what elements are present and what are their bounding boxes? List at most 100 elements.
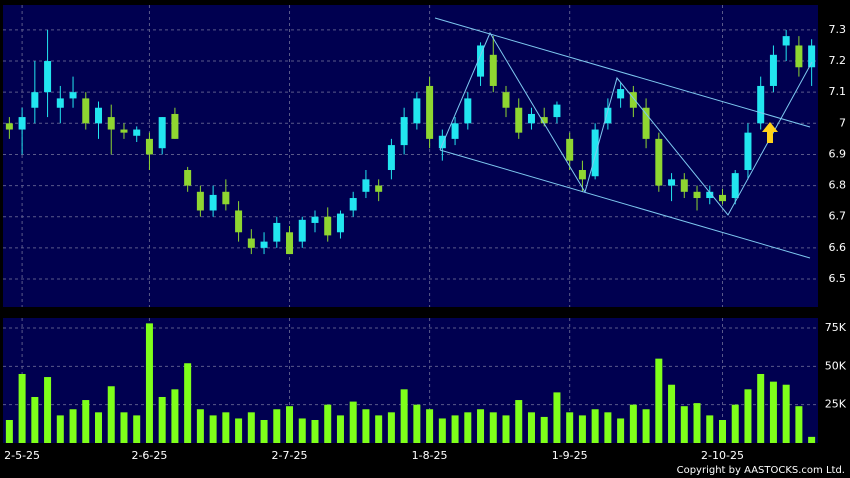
volume-bar [502, 415, 510, 443]
volume-bar [31, 396, 39, 443]
candle-body [769, 54, 777, 86]
volume-bar [668, 384, 676, 443]
volume-bar [566, 412, 574, 443]
candle-body [808, 45, 816, 68]
volume-bar [311, 419, 319, 443]
volume-bar [578, 415, 586, 443]
volume-bar [336, 415, 344, 443]
volume-bar [604, 412, 612, 443]
candle-body [566, 138, 574, 161]
volume-bar [145, 323, 153, 443]
volume-bar [426, 409, 434, 443]
volume-bar [56, 415, 64, 443]
candle-body [515, 107, 523, 133]
y-tick-label: 6.7 [829, 210, 847, 223]
volume-bar [744, 389, 752, 443]
volume-bar [680, 406, 688, 443]
volume-bar [82, 400, 90, 443]
candle-body [145, 138, 153, 155]
volume-bar [438, 418, 446, 443]
volume-bar [400, 389, 408, 443]
volume-bar [235, 418, 243, 443]
candle-body [120, 129, 128, 133]
candle-body [668, 179, 676, 186]
candle-body [222, 191, 230, 205]
volume-bar [5, 419, 13, 443]
candle-body [642, 107, 650, 139]
volume-bar [95, 412, 103, 443]
candle-body [706, 191, 714, 199]
candle-body [744, 132, 752, 171]
candle-body [260, 241, 268, 248]
y-tick-label: 25K [825, 398, 847, 411]
volume-bar [286, 406, 294, 443]
x-tick-label: 2-6-25 [131, 449, 167, 462]
volume-bar [18, 373, 26, 443]
candle-body [349, 198, 357, 211]
volume-bar [222, 412, 230, 443]
volume-bar [171, 389, 179, 443]
candle-body [375, 185, 383, 192]
volume-bar [451, 415, 459, 443]
x-tick-label: 2-10-25 [701, 449, 744, 462]
candle-body [311, 216, 319, 223]
candle-body [782, 36, 790, 46]
y-tick-label: 7.1 [829, 85, 847, 98]
volume-bar [387, 412, 395, 443]
candle-body [464, 98, 472, 124]
candle-body [795, 45, 803, 68]
price-panel [3, 5, 818, 307]
candle-body [362, 179, 370, 192]
y-tick-label: 7.2 [829, 54, 847, 67]
volume-bar [477, 409, 485, 443]
candle-body [273, 222, 281, 242]
candle-body [731, 173, 739, 199]
trend-lines [434, 17, 813, 259]
candle-body [604, 107, 612, 124]
candle-body [18, 117, 26, 130]
volume-bar [617, 418, 625, 443]
x-tick-label: 1-9-25 [552, 449, 588, 462]
candle-body [44, 61, 52, 93]
y-tick-label: 6.8 [829, 179, 847, 192]
x-tick-label: 2-5-25 [4, 449, 40, 462]
volume-bar [769, 381, 777, 443]
y-tick-label: 7 [839, 116, 846, 129]
candle-body [107, 117, 115, 130]
candle-body [553, 104, 561, 118]
candle-body [336, 213, 344, 233]
volume-bar [196, 409, 204, 443]
candle-body [578, 170, 586, 180]
volume-bar [718, 419, 726, 443]
candle-body [426, 85, 434, 139]
candle-body [477, 45, 485, 77]
candle-body [680, 179, 688, 192]
candle-body [298, 219, 306, 242]
candle-body [69, 92, 77, 99]
candle-body [629, 92, 637, 108]
candle-body [133, 129, 141, 136]
volume-bar [515, 400, 523, 443]
candle-body [387, 145, 395, 171]
volume-bar [808, 436, 816, 443]
candle-body [286, 232, 294, 255]
candle-body [400, 117, 408, 146]
candle-body [82, 98, 90, 124]
candle-body [489, 54, 497, 86]
volume-bar [120, 412, 128, 443]
volume-bar [629, 404, 637, 443]
candle-body [31, 92, 39, 108]
volume-bar [782, 384, 790, 443]
candle-body [451, 123, 459, 139]
candle-body [184, 170, 192, 186]
candle-body [324, 216, 332, 236]
volume-bar [540, 416, 548, 443]
volume-bar [489, 412, 497, 443]
volume-bar [413, 404, 421, 443]
candle-body [5, 123, 13, 130]
volume-bar [133, 415, 141, 443]
volume-bar [642, 409, 650, 443]
candle-body [617, 89, 625, 99]
volume-bar [158, 396, 166, 443]
